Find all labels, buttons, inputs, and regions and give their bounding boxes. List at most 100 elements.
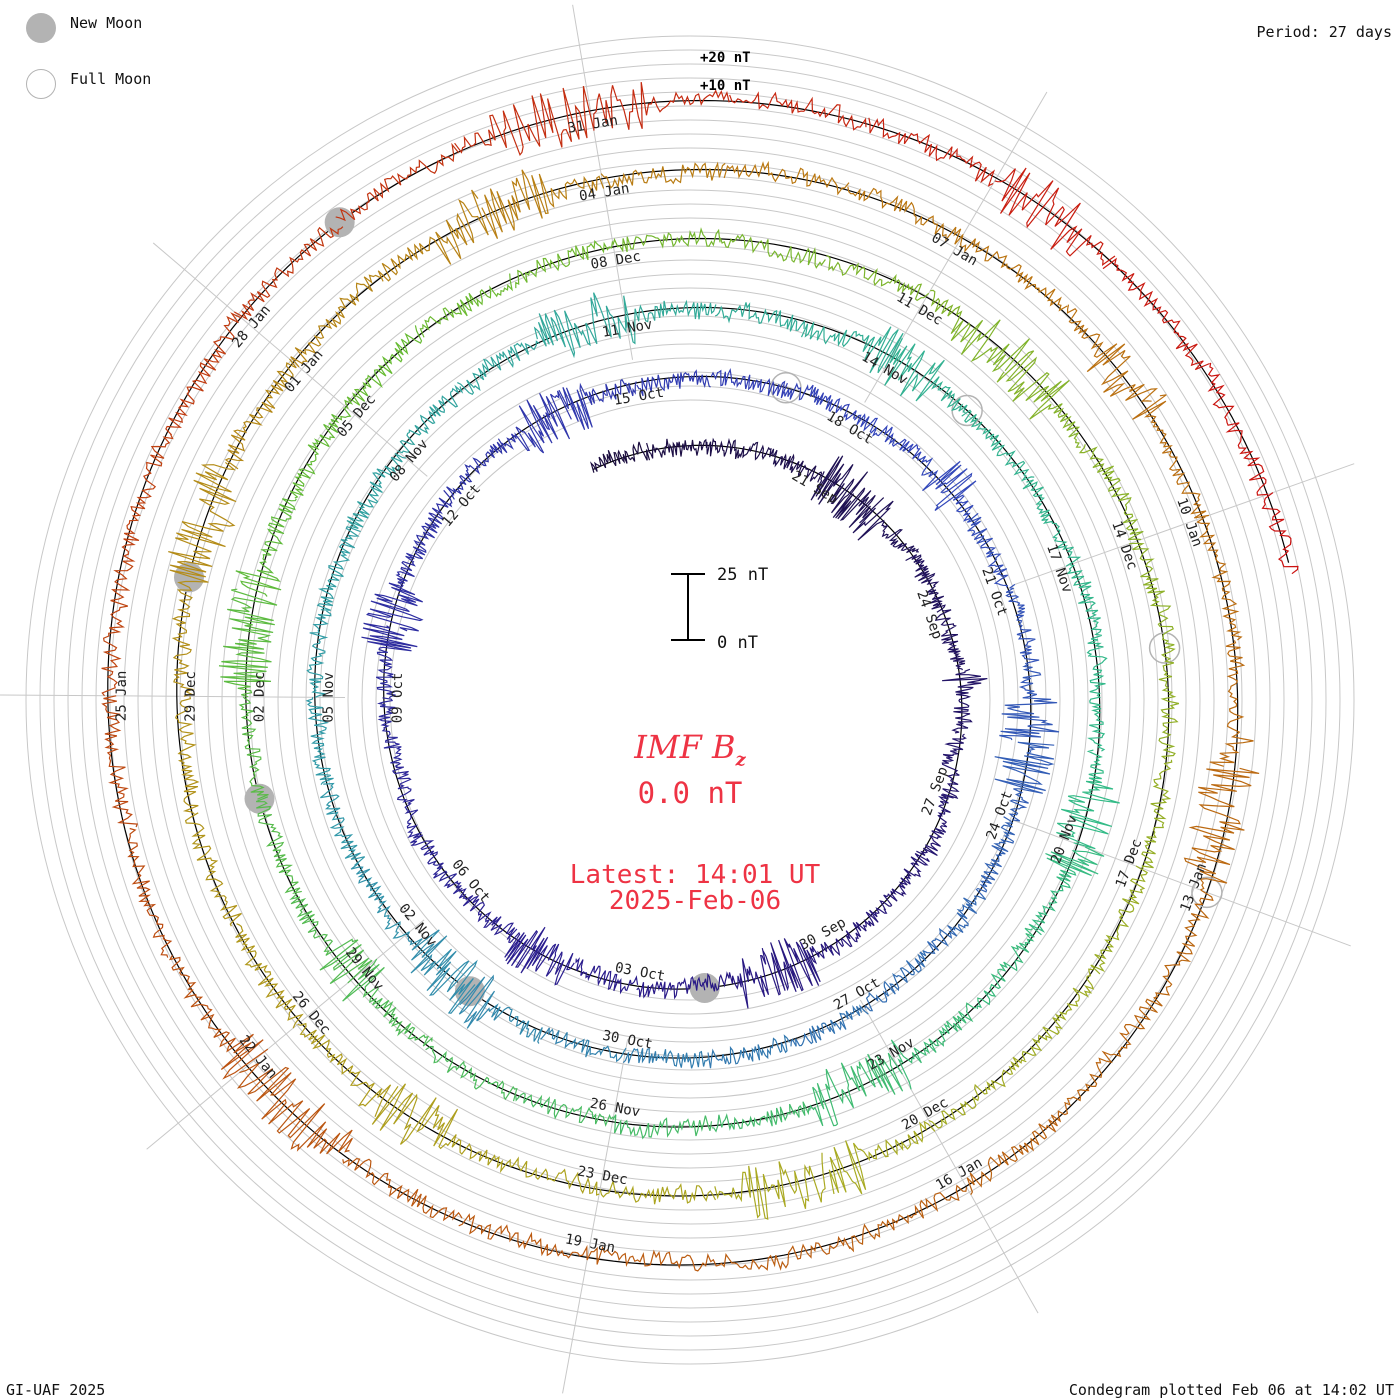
bz-trace-segment [361, 622, 418, 699]
bz-trace-segment [306, 610, 332, 698]
day-spoke [146, 919, 425, 1150]
grid-ring [165, 175, 1215, 1225]
bz-trace-segment [1078, 444, 1144, 541]
plotted-timestamp: Condegram plotted Feb 06 at 14:02 UT [1068, 1381, 1394, 1399]
bz-trace-segment [916, 794, 954, 857]
bz-trace-segment [622, 1047, 709, 1069]
bz-trace-segment [884, 337, 968, 413]
bz-trace-segment [290, 274, 381, 368]
day-spoke [572, 4, 634, 360]
bz-trace-segment [165, 312, 242, 436]
bz-trace-segment [1207, 362, 1269, 496]
bz-trace-segment [346, 452, 406, 529]
bz-trace-segment [762, 938, 835, 996]
bz-trace-segment [994, 741, 1055, 822]
bz-trace-segment [714, 302, 806, 332]
bz-trace-segment [454, 85, 595, 156]
bz-trace-segment [419, 273, 513, 338]
ref-label-20: +20 nT [700, 50, 751, 66]
bz-trace-segment [848, 1184, 968, 1253]
date-label: 10 Jan [1173, 496, 1205, 549]
bz-trace-segment [1087, 655, 1108, 752]
bz-trace-segment [1028, 846, 1105, 936]
bz-trace-segment [810, 455, 885, 528]
bz-trace-segment [1090, 865, 1149, 975]
bz-trace-segment [593, 82, 730, 131]
bz-trace-segment [1066, 564, 1104, 657]
bz-trace-segment [235, 498, 297, 597]
bz-trace-segment [410, 831, 463, 895]
reference-value-labels: +20 nT +10 nT [700, 50, 751, 94]
bz-trace-segment [481, 169, 605, 239]
bz-trace-segment [335, 142, 460, 222]
bz-trace-segment [236, 1061, 353, 1155]
bz-trace-segment [376, 697, 403, 768]
grid-ring [25, 35, 1355, 1365]
grid-ring [277, 287, 1103, 1113]
bz-trace-segment [1141, 759, 1173, 869]
bz-trace-segment [589, 441, 651, 473]
bz-trace-segment [922, 894, 987, 955]
grid-ring [319, 329, 1061, 1071]
bz-trace-segment [458, 888, 518, 940]
date-label: 08 Dec [590, 249, 643, 273]
bz-trace-segment [289, 407, 352, 499]
bz-trace-segment [1183, 767, 1260, 891]
date-label: 14 Dec [1108, 519, 1140, 572]
grid-ring [249, 259, 1131, 1141]
bz-trace-segment [1022, 479, 1082, 567]
bz-trace-segment [458, 1213, 588, 1260]
bz-trace-segment [1005, 583, 1040, 664]
date-label: 17 Dec [1113, 837, 1146, 890]
bz-trace-segment [168, 955, 269, 1080]
bz-trace-segment [515, 239, 614, 289]
bz-trace-segment [636, 976, 706, 1000]
bz-trace-segment [224, 358, 297, 470]
bz-trace-segment [127, 827, 173, 958]
bz-trace-segment [406, 929, 478, 1014]
bz-trace-segment [515, 1092, 614, 1127]
bz-trace-segment [425, 1045, 518, 1102]
bz-trace-segment [636, 369, 711, 397]
date-label: 05 Nov [321, 672, 337, 723]
bz-trace-segment [458, 974, 543, 1044]
full-moon-legend-icon [26, 69, 56, 99]
bz-trace-segment [366, 555, 424, 632]
bz-trace-segment [999, 662, 1060, 741]
date-label: 18 Oct [824, 408, 876, 447]
grid-ring [151, 161, 1229, 1239]
bz-trace-segment [289, 893, 373, 985]
bz-trace-segment [764, 446, 823, 483]
bz-trace-segment [729, 91, 867, 131]
new-moon-marker [324, 207, 355, 238]
bz-trace-segment [1129, 542, 1175, 649]
day-spokes [0, 4, 1355, 1394]
bz-trace-segment [391, 766, 420, 839]
grid-ring [375, 385, 1005, 1015]
grid-ring [123, 133, 1257, 1267]
bz-trace-segment [235, 923, 304, 1029]
bz-trace-segment [928, 1056, 1027, 1129]
bz-trace-segment [718, 1235, 851, 1271]
day-spoke [0, 694, 346, 699]
bz-trace-segment [320, 782, 366, 866]
latest-date: 2025-Feb-06 [608, 886, 782, 916]
bz-trace-segment [1158, 647, 1180, 760]
grid-ring [179, 189, 1201, 1211]
bz-trace-segment [1261, 492, 1299, 575]
bz-trace-segment [784, 382, 857, 421]
date-label: 25 Jan [114, 671, 130, 722]
bz-trace-segment [233, 226, 344, 321]
bz-trace-segment [996, 350, 1081, 448]
scale-bar: 25 nT 0 nT [671, 565, 768, 653]
date-label: 19 Jan [564, 1231, 617, 1256]
bz-trace-segment [540, 1027, 627, 1063]
date-label: 29 Dec [183, 671, 199, 722]
bz-trace-segment [350, 862, 410, 939]
bz-trace-segment [919, 455, 977, 522]
date-label: 09 Oct [390, 673, 406, 724]
bz-trace-segment [406, 489, 453, 560]
bz-trace-segment [790, 1004, 869, 1047]
bz-trace-segment [586, 1245, 719, 1272]
grid-ring [291, 301, 1089, 1099]
